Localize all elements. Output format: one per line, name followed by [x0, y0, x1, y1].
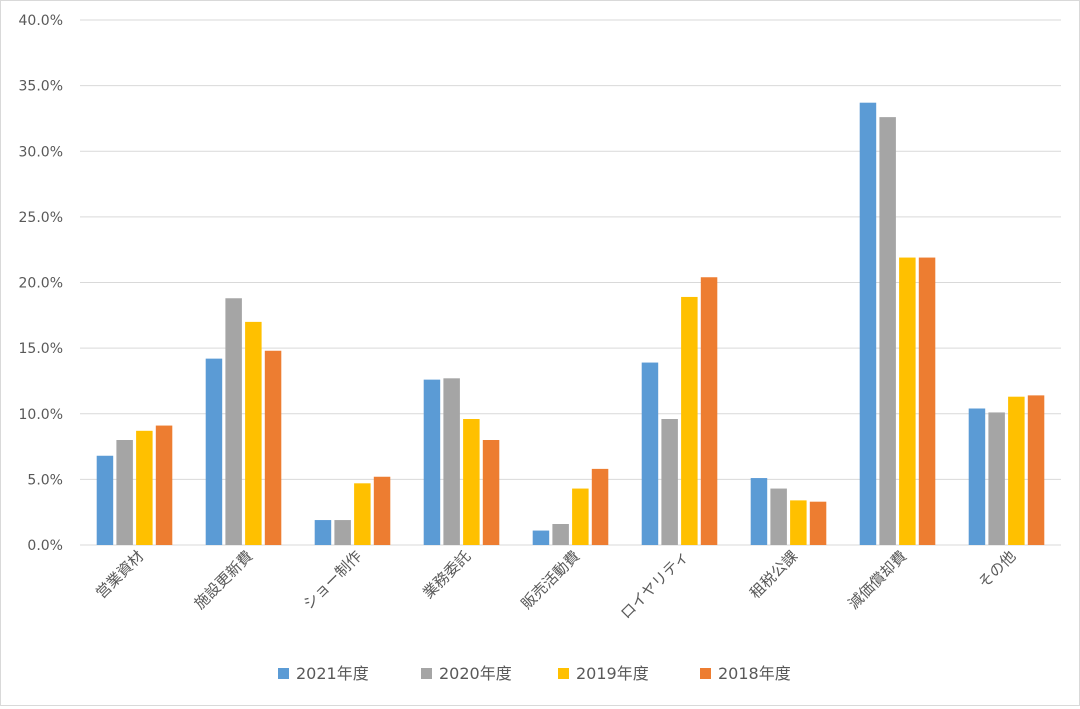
bar: [700, 277, 718, 545]
bar: [641, 362, 659, 545]
y-tick-label: 10.0%: [19, 407, 63, 423]
x-category-label: 営業資材: [92, 547, 147, 602]
x-category-label: その他: [975, 547, 1020, 592]
x-category-label: ショー制作: [300, 547, 366, 613]
bar: [314, 520, 332, 545]
x-category-label: 租税公課: [746, 547, 801, 602]
bar: [809, 501, 827, 545]
bar: [770, 488, 787, 545]
x-category-label: 減価償却費: [845, 547, 911, 613]
legend: 2021年度 2020年度 2019年度 2018年度: [278, 664, 791, 683]
legend-label: 2021年度: [296, 664, 369, 683]
bar: [661, 419, 678, 545]
y-tick-label: 0.0%: [27, 538, 63, 554]
bar: [225, 298, 242, 545]
bar: [988, 412, 1005, 545]
y-axis-tick-labels: 0.0% 5.0% 10.0% 15.0% 20.0% 25.0% 30.0% 35.0% 40…: [19, 13, 63, 554]
x-category-label: ロイヤリティ: [617, 547, 692, 622]
bar: [482, 440, 500, 545]
bar: [373, 476, 391, 545]
bar: [750, 478, 768, 545]
bar: [136, 430, 153, 545]
y-tick-label: 5.0%: [27, 472, 63, 488]
bar: [790, 500, 807, 546]
legend-swatch: [278, 668, 289, 679]
bar: [96, 455, 114, 545]
bar: [552, 524, 569, 545]
bar: [334, 520, 351, 545]
x-category-label: 業務委託: [419, 547, 474, 602]
bar: [155, 425, 173, 545]
bar: [1027, 395, 1045, 546]
bar: [443, 378, 460, 545]
y-tick-label: 35.0%: [19, 79, 63, 95]
bars: [96, 102, 1045, 546]
legend-swatch: [700, 668, 711, 679]
y-tick-label: 30.0%: [19, 144, 63, 160]
bar: [1008, 396, 1025, 545]
x-axis-category-labels: 営業資材 施設更新費 ショー制作 業務委託 販売活動費 ロイヤリティ 租税公課 減価償却費 その…: [92, 547, 1019, 622]
legend-label: 2018年度: [718, 664, 791, 683]
x-category-label: 施設更新費: [191, 547, 257, 613]
bar: [245, 321, 262, 546]
legend-label: 2020年度: [439, 664, 512, 683]
bar: [591, 468, 609, 546]
legend-swatch: [558, 668, 569, 679]
bar: [116, 440, 133, 545]
bar: [572, 488, 589, 545]
legend-label: 2019年度: [576, 664, 649, 683]
bar: [423, 379, 441, 546]
gridlines: [80, 19, 1061, 546]
bar: [879, 117, 896, 546]
bar: [681, 296, 698, 545]
bar: [532, 530, 550, 545]
bar: [463, 419, 480, 545]
y-tick-label: 20.0%: [19, 276, 63, 292]
y-tick-label: 25.0%: [19, 210, 63, 226]
legend-swatch: [421, 668, 432, 679]
y-tick-label: 40.0%: [19, 13, 63, 29]
bar: [899, 257, 916, 545]
bar: [205, 358, 223, 546]
bar: [354, 483, 371, 545]
bar: [968, 408, 986, 545]
bar: [918, 257, 936, 545]
bar: [859, 102, 877, 545]
bar: [264, 350, 282, 545]
x-category-label: 販売活動費: [518, 547, 584, 613]
y-tick-label: 15.0%: [19, 341, 63, 357]
